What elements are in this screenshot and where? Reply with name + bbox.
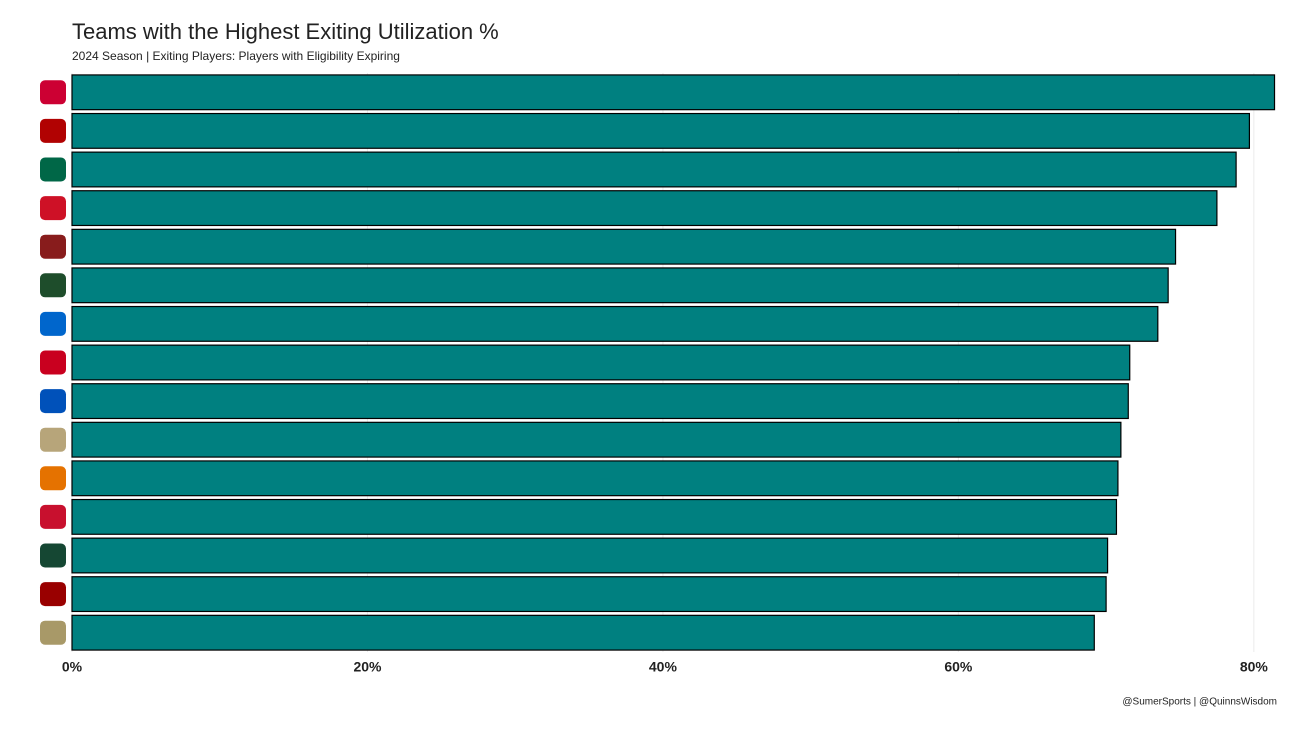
caption: @SumerSports | @QuinnsWisdom bbox=[1122, 697, 1277, 708]
bar bbox=[71, 537, 1109, 574]
bar bbox=[71, 614, 1095, 651]
bar bbox=[71, 228, 1177, 265]
bar bbox=[71, 576, 1107, 613]
team-logo bbox=[40, 311, 66, 336]
team-logo bbox=[40, 234, 66, 259]
bar bbox=[71, 267, 1169, 304]
bar bbox=[71, 498, 1118, 535]
team-logo bbox=[40, 118, 66, 143]
bar bbox=[71, 305, 1159, 342]
team-logo bbox=[40, 504, 66, 529]
team-logo bbox=[40, 543, 66, 568]
x-tick-label: 0% bbox=[62, 659, 83, 675]
team-logo bbox=[40, 466, 66, 491]
team-logo bbox=[40, 350, 66, 375]
team-logo bbox=[40, 157, 66, 182]
bar bbox=[71, 74, 1276, 111]
team-logo bbox=[40, 389, 66, 414]
team-logo bbox=[40, 196, 66, 221]
bar bbox=[71, 112, 1251, 149]
bar bbox=[71, 344, 1131, 381]
bar bbox=[71, 151, 1237, 188]
x-tick-label: 60% bbox=[944, 659, 973, 675]
x-tick-label: 20% bbox=[353, 659, 382, 675]
x-tick-label: 80% bbox=[1240, 659, 1269, 675]
team-logo bbox=[40, 582, 66, 607]
x-tick-label: 40% bbox=[649, 659, 678, 675]
team-logo bbox=[40, 620, 66, 645]
chart-subtitle: 2024 Season | Exiting Players: Players w… bbox=[72, 49, 400, 63]
bar bbox=[71, 190, 1218, 227]
team-logo bbox=[40, 427, 66, 452]
bar bbox=[71, 421, 1122, 458]
chart-title: Teams with the Highest Exiting Utilizati… bbox=[72, 19, 499, 44]
team-logo bbox=[40, 273, 66, 298]
bar bbox=[71, 460, 1119, 497]
bar bbox=[71, 383, 1129, 420]
team-logo bbox=[40, 80, 66, 105]
